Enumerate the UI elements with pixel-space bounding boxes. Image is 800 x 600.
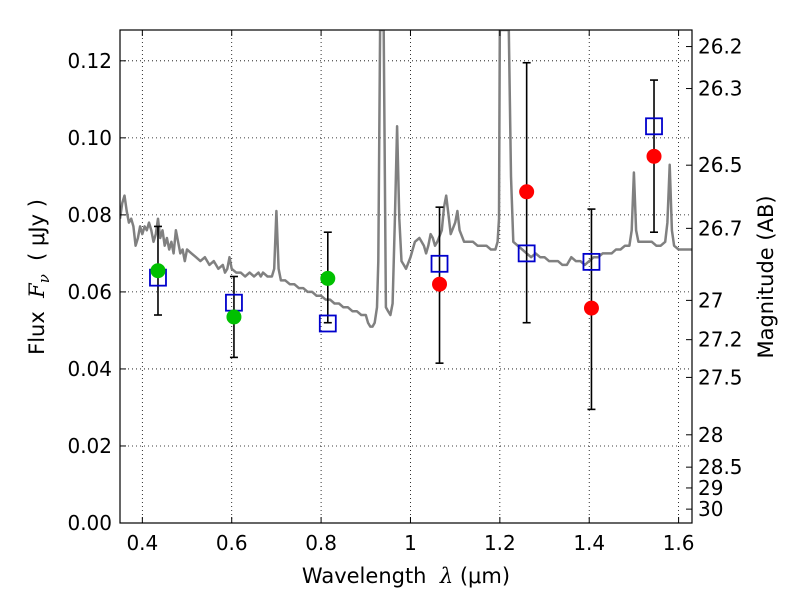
y2-tick-label: 26.5 bbox=[698, 153, 743, 177]
x-tick-label: 1 bbox=[404, 531, 417, 555]
y-tick-label: 0.04 bbox=[67, 357, 112, 381]
y-tick-label: 0.02 bbox=[67, 434, 112, 458]
y2-tick-label: 29 bbox=[698, 476, 723, 500]
x-tick-label: 1.4 bbox=[573, 531, 605, 555]
x-tick-label: 0.6 bbox=[216, 531, 248, 555]
y2-tick-label: 27 bbox=[698, 288, 723, 312]
model-square-marker bbox=[430, 254, 449, 273]
model-square-marker bbox=[582, 252, 601, 271]
y-tick-label: 0.06 bbox=[67, 280, 112, 304]
x-tick-label: 0.4 bbox=[126, 531, 158, 555]
y2-tick-label: 28.5 bbox=[698, 455, 743, 479]
plot-frame bbox=[119, 29, 693, 524]
y2-tick-label: 26.3 bbox=[698, 77, 743, 101]
model-square-marker bbox=[645, 117, 663, 136]
model-square-marker bbox=[318, 314, 337, 333]
y2-tick-label: 30 bbox=[698, 497, 723, 521]
x-axis-label: Wavelength λ (μm) bbox=[302, 564, 510, 588]
model-square-marker bbox=[517, 244, 536, 263]
y2-tick-label: 27.2 bbox=[698, 328, 743, 352]
green-data-point bbox=[320, 270, 336, 286]
green-data-point bbox=[150, 263, 166, 279]
x-tick-label: 1.6 bbox=[663, 531, 695, 555]
y-tick-label: 0.08 bbox=[67, 203, 112, 227]
x-tick-label: 0.8 bbox=[305, 531, 337, 555]
y2-axis-label: Magnitude (AB) bbox=[754, 195, 778, 358]
y2-tick-label: 28 bbox=[698, 423, 723, 447]
x-tick-label: 1.2 bbox=[484, 531, 516, 555]
y-tick-label: 0.10 bbox=[67, 126, 112, 150]
red-data-point bbox=[432, 276, 448, 292]
red-data-point bbox=[646, 148, 662, 164]
green-data-point bbox=[226, 309, 242, 325]
data-series bbox=[120, 30, 692, 411]
axis-ticks: 0.4 0.6 0.8 1 1.2 1.4 1.6 0.00 0.02 0.04 0.06 0.08 0… bbox=[67, 30, 743, 555]
y2-tick-label: 26.2 bbox=[698, 35, 743, 59]
red-data-point bbox=[583, 300, 599, 316]
y-tick-label: 0.12 bbox=[67, 49, 112, 73]
y2-tick-label: 27.5 bbox=[698, 365, 743, 389]
y-axis-label: Flux Fν ( μJy ) bbox=[25, 199, 53, 355]
red-data-point bbox=[519, 184, 535, 200]
y2-tick-label: 26.7 bbox=[698, 216, 743, 240]
y-tick-label: 0.00 bbox=[67, 511, 112, 535]
